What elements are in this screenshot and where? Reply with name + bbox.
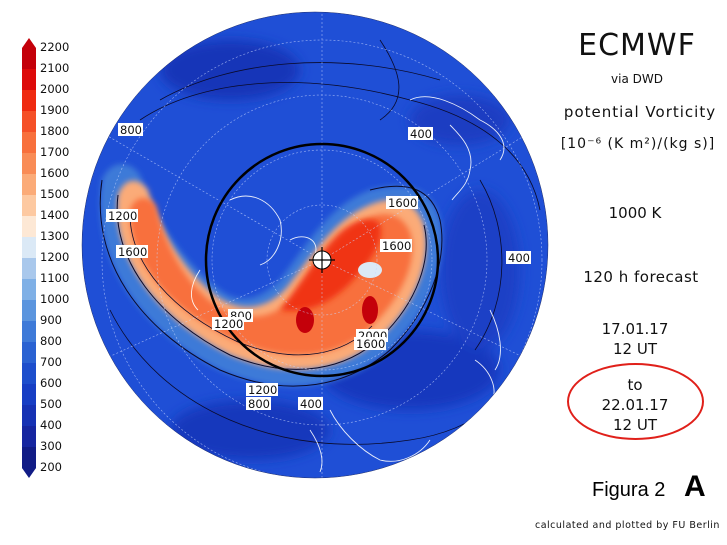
colorbar-cell: [22, 69, 36, 91]
contour-label: 1200: [212, 317, 244, 331]
svg-text:400: 400: [410, 127, 432, 141]
svg-text:1200: 1200: [214, 317, 243, 331]
colorbar-label: 1500: [40, 187, 70, 201]
svg-text:800: 800: [248, 397, 270, 411]
svg-text:400: 400: [508, 251, 530, 265]
colorbar-label: 2000: [40, 82, 70, 96]
contour-labels: 8001200160040016001600400800120020001600…: [106, 123, 531, 411]
colorbar-label: 800: [40, 334, 62, 348]
colorbar-label: 1100: [40, 271, 70, 285]
init-date: 17.01.17: [601, 320, 669, 338]
colorbar-label: 2200: [40, 40, 70, 54]
pv-contours: [109, 39, 541, 445]
colorbar-label: 300: [40, 439, 62, 453]
contour-label: 400: [506, 251, 531, 265]
colorbar-cell: [22, 384, 36, 406]
contour-label: 1200: [246, 383, 278, 397]
colorbar-cell: [22, 447, 36, 469]
colorbar: [22, 38, 36, 478]
colorbar-cell: [22, 342, 36, 364]
model-title: ECMWF: [578, 28, 696, 63]
colorbar-cell: [22, 258, 36, 280]
low-pv-patches: [160, 40, 520, 460]
contour-label: 400: [408, 127, 433, 141]
units-label: [10⁻⁶ (K m²)/(kg s)]: [560, 136, 716, 152]
colorbar-label: 900: [40, 313, 62, 327]
colorbar-cell: [22, 237, 36, 259]
valid-time-highlight-ellipse: [567, 363, 704, 440]
colorbar-label: 2100: [40, 61, 70, 75]
colorbar-label: 1000: [40, 292, 70, 306]
colorbar-cell: [22, 216, 36, 238]
colorbar-label: 1600: [40, 166, 70, 180]
colorbar-cell: [22, 279, 36, 301]
contour-label: 1200: [106, 209, 138, 223]
figure-label: Figura 2: [592, 479, 666, 501]
colorbar-min-arrow: [22, 468, 36, 478]
colorbar-cell: [22, 174, 36, 196]
colorbar-cell: [22, 405, 36, 427]
colorbar-label: 1700: [40, 145, 70, 159]
contour-label: 1600: [354, 337, 386, 351]
colorbar-label: 1400: [40, 208, 70, 222]
credits: calculated and plotted by FU Berlin: [535, 520, 720, 531]
colorbar-label: 1900: [40, 103, 70, 117]
svg-text:1600: 1600: [388, 196, 417, 210]
level-label: 1000 K: [608, 204, 662, 222]
colorbar-cell: [22, 111, 36, 133]
svg-text:400: 400: [300, 397, 322, 411]
colorbar-label: 400: [40, 418, 62, 432]
contour-label: 1600: [386, 196, 418, 210]
quantity-label: potential Vorticity: [563, 103, 717, 121]
colorbar-cell: [22, 321, 36, 343]
colorbar-cell: [22, 300, 36, 322]
colorbar-label: 1300: [40, 229, 70, 243]
colorbar-cell: [22, 195, 36, 217]
north-pole-marker: [309, 247, 335, 273]
svg-text:1600: 1600: [356, 337, 385, 351]
colorbar-label: 1800: [40, 124, 70, 138]
colorbar-cell: [22, 426, 36, 448]
contour-label: 1600: [116, 245, 148, 259]
colorbar-cell: [22, 90, 36, 112]
colorbar-label: 700: [40, 355, 62, 369]
init-time: 12 UT: [613, 340, 657, 358]
colorbar-cell: [22, 132, 36, 154]
contour-label: 1600: [380, 239, 412, 253]
coastlines: [191, 96, 505, 473]
colorbar-label: 600: [40, 376, 62, 390]
colorbar-label: 500: [40, 397, 62, 411]
contour-label: 400: [298, 397, 323, 411]
colorbar-cell: [22, 363, 36, 385]
svg-text:1600: 1600: [382, 239, 411, 253]
graticule: [82, 12, 548, 478]
contour-label: 800: [246, 397, 271, 411]
panel-letter: A: [684, 470, 706, 503]
colorbar-label: 1200: [40, 250, 70, 264]
svg-text:1200: 1200: [248, 383, 277, 397]
svg-text:1200: 1200: [108, 209, 137, 223]
polar-map: 8001200160040016001600400800120020001600…: [81, 11, 549, 479]
svg-text:1600: 1600: [118, 245, 147, 259]
contour-label: 800: [118, 123, 143, 137]
colorbar-label: 200: [40, 460, 62, 474]
svg-text:800: 800: [120, 123, 142, 137]
colorbar-cell: [22, 48, 36, 70]
reference-circle: [204, 142, 440, 378]
forecast-label: 120 h forecast: [583, 268, 699, 286]
colorbar-cell: [22, 153, 36, 175]
data-source: via DWD: [611, 72, 663, 86]
colorbar-max-arrow: [22, 38, 36, 48]
